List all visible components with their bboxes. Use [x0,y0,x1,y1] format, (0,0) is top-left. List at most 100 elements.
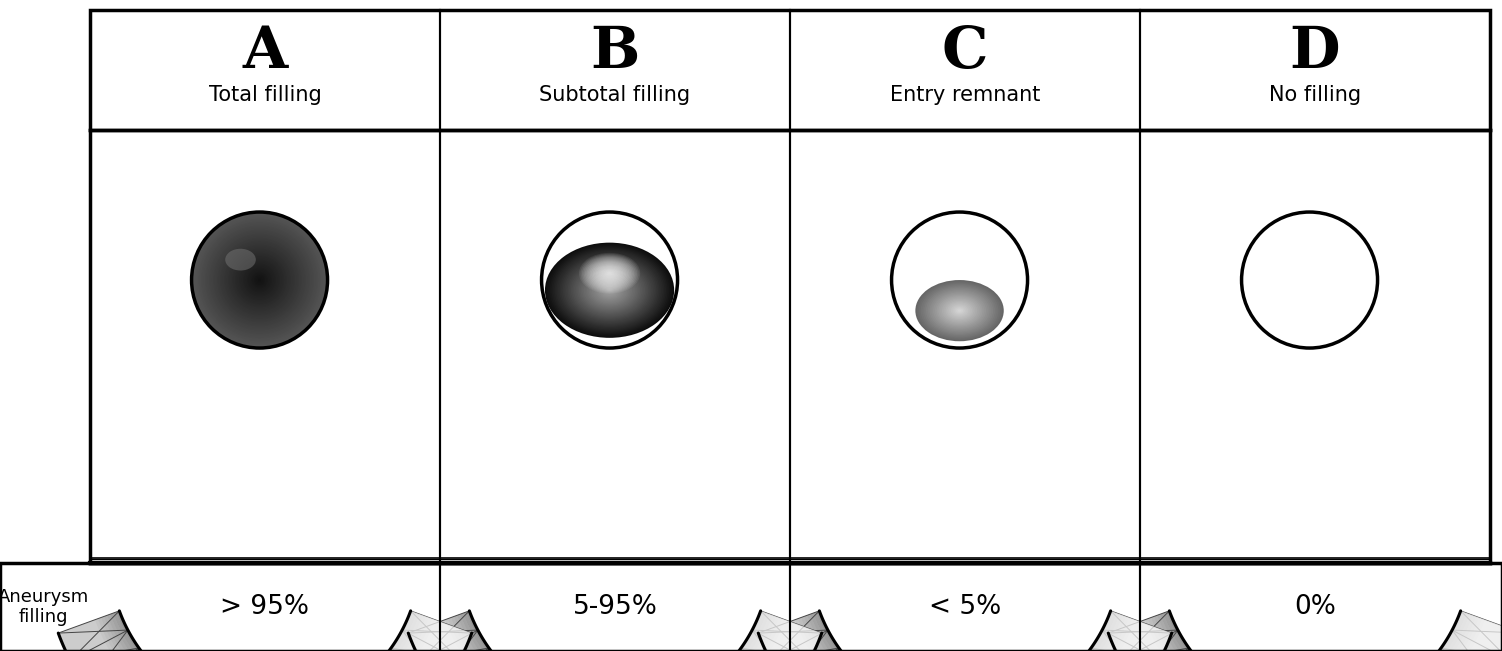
Polygon shape [1154,615,1476,651]
Circle shape [1242,212,1377,348]
Ellipse shape [221,241,299,320]
Text: A: A [242,24,287,80]
Ellipse shape [580,254,638,292]
Polygon shape [807,614,1123,651]
Polygon shape [816,611,1113,651]
Bar [0,563,1502,651]
Bar [0,563,1502,651]
Ellipse shape [242,262,278,298]
Bar [90,10,1490,563]
Ellipse shape [584,271,635,309]
Ellipse shape [915,280,1003,341]
Ellipse shape [605,270,614,276]
Ellipse shape [942,298,978,323]
Ellipse shape [221,242,297,318]
Polygon shape [813,612,1117,651]
Ellipse shape [197,217,321,342]
Text: Subtotal filling: Subtotal filling [539,85,691,105]
Ellipse shape [943,299,975,322]
Ellipse shape [590,260,629,286]
Text: Aneurysm
filling: Aneurysm filling [0,588,89,626]
Ellipse shape [604,269,616,277]
Ellipse shape [593,262,626,284]
Polygon shape [1151,616,1479,651]
Ellipse shape [918,281,1002,340]
Ellipse shape [568,259,652,321]
Ellipse shape [599,266,620,281]
Ellipse shape [192,212,327,348]
Ellipse shape [602,268,617,279]
Ellipse shape [228,249,291,311]
Ellipse shape [599,283,619,298]
Ellipse shape [198,219,321,341]
Ellipse shape [951,305,969,317]
Text: > 95%: > 95% [221,594,309,620]
Polygon shape [113,612,416,651]
Ellipse shape [596,281,622,299]
Ellipse shape [246,266,273,294]
Ellipse shape [931,291,988,330]
Ellipse shape [233,253,287,307]
Ellipse shape [575,265,643,315]
Ellipse shape [195,216,323,344]
Ellipse shape [583,270,637,311]
Polygon shape [383,611,472,651]
Ellipse shape [601,284,617,296]
Ellipse shape [945,301,973,320]
Text: C: C [942,24,988,80]
Ellipse shape [574,264,644,316]
Ellipse shape [547,244,673,337]
Polygon shape [759,611,1172,651]
Ellipse shape [258,279,261,281]
Ellipse shape [589,259,631,288]
Text: 0%: 0% [1295,594,1335,620]
Polygon shape [460,613,771,651]
Ellipse shape [922,285,997,337]
Polygon shape [454,615,777,651]
Ellipse shape [925,287,993,334]
Ellipse shape [192,214,326,347]
Ellipse shape [224,245,294,315]
Ellipse shape [230,250,290,310]
Ellipse shape [928,288,991,333]
Ellipse shape [940,297,979,324]
Ellipse shape [586,257,634,290]
Ellipse shape [949,303,970,318]
Ellipse shape [566,258,653,322]
Ellipse shape [194,215,324,345]
Ellipse shape [213,234,306,326]
Ellipse shape [206,227,312,333]
Ellipse shape [569,260,650,320]
Polygon shape [1160,613,1470,651]
Ellipse shape [237,258,281,302]
Polygon shape [1434,611,1502,651]
Ellipse shape [578,253,640,294]
Ellipse shape [921,284,999,338]
Ellipse shape [958,309,961,312]
Ellipse shape [608,289,611,292]
Ellipse shape [919,283,1000,339]
Ellipse shape [203,223,317,337]
Ellipse shape [581,255,637,292]
Ellipse shape [204,225,315,336]
Ellipse shape [245,265,275,295]
Ellipse shape [257,277,263,283]
Ellipse shape [201,221,318,339]
Polygon shape [1166,611,1464,651]
Polygon shape [1157,614,1473,651]
Ellipse shape [598,265,622,281]
Ellipse shape [586,272,634,308]
Ellipse shape [234,254,285,306]
Ellipse shape [939,296,981,326]
Ellipse shape [565,257,655,324]
Polygon shape [107,614,424,651]
Circle shape [892,212,1027,348]
Ellipse shape [240,261,278,299]
Ellipse shape [593,279,626,302]
Ellipse shape [607,271,613,275]
Ellipse shape [545,243,674,338]
Ellipse shape [215,235,305,325]
Polygon shape [801,616,1130,651]
Ellipse shape [207,229,311,332]
Ellipse shape [252,273,266,287]
